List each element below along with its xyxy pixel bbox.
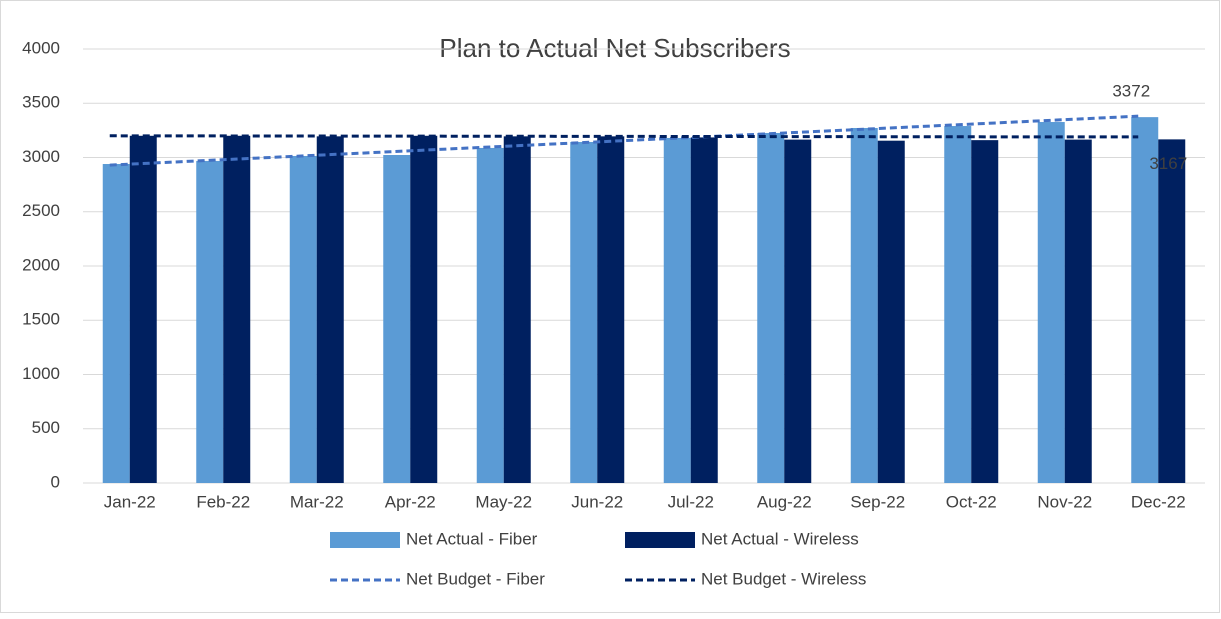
bar: [1064, 139, 1092, 483]
bar: [316, 136, 344, 483]
legend-label: Net Actual - Wireless: [701, 529, 859, 548]
bar: [690, 137, 718, 484]
chart-title: Plan to Actual Net Subscribers: [439, 33, 790, 63]
x-tick-label: Aug-22: [757, 492, 812, 511]
bar: [944, 126, 972, 483]
data-label: 3372: [1112, 82, 1150, 101]
x-tick-label: Nov-22: [1037, 492, 1092, 511]
bar: [1158, 139, 1186, 483]
x-tick-label: Jul-22: [668, 492, 714, 511]
bar: [1131, 117, 1159, 483]
legend-label: Net Actual - Fiber: [406, 529, 538, 548]
bar: [102, 164, 130, 483]
bar: [223, 135, 251, 484]
bar: [784, 139, 812, 483]
legend-swatch: [330, 532, 400, 548]
y-tick-label: 3500: [22, 93, 60, 112]
bar: [503, 136, 531, 483]
y-tick-label: 1000: [22, 364, 60, 383]
y-tick-label: 0: [51, 472, 60, 491]
bar: [570, 141, 598, 483]
bar: [476, 147, 504, 483]
bar: [597, 136, 625, 483]
legend-label: Net Budget - Fiber: [406, 569, 545, 588]
x-tick-label: Feb-22: [196, 492, 250, 511]
bar: [196, 160, 224, 484]
x-tick-label: Jan-22: [104, 492, 156, 511]
bar: [850, 127, 878, 483]
line: [109, 134, 1139, 139]
x-tick-label: Sep-22: [850, 492, 905, 511]
legend-label: Net Budget - Wireless: [701, 569, 866, 588]
bar: [663, 137, 691, 483]
bar: [289, 155, 317, 483]
data-label: 3167: [1149, 154, 1187, 173]
bar: [1037, 122, 1065, 483]
x-tick-label: Oct-22: [946, 492, 997, 511]
bar: [383, 155, 411, 483]
bar: [410, 135, 438, 484]
bar: [757, 132, 785, 483]
y-tick-label: 3000: [22, 147, 60, 166]
y-tick-label: 2500: [22, 201, 60, 220]
x-tick-label: Dec-22: [1131, 492, 1186, 511]
bar: [877, 140, 905, 483]
bar: [129, 135, 157, 484]
y-tick-label: 4000: [22, 38, 60, 57]
x-tick-label: May-22: [475, 492, 532, 511]
y-tick-label: 500: [32, 418, 60, 437]
x-tick-label: Apr-22: [385, 492, 436, 511]
y-tick-label: 2000: [22, 255, 60, 274]
bar: [971, 140, 999, 483]
line: [109, 114, 1139, 167]
x-tick-label: Jun-22: [571, 492, 623, 511]
y-tick-label: 1500: [22, 310, 60, 329]
legend-swatch: [625, 532, 695, 548]
x-tick-label: Mar-22: [290, 492, 344, 511]
